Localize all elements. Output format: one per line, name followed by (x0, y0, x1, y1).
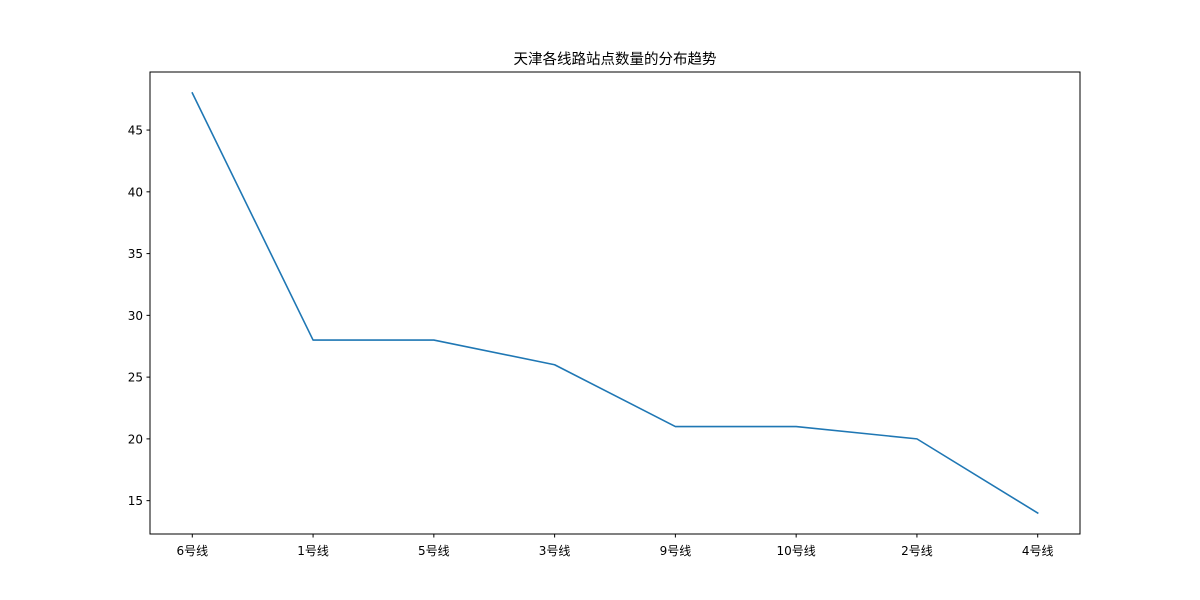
y-tick-label: 25 (128, 371, 143, 385)
plot-frame (149, 71, 1081, 535)
x-tick-label: 5号线 (418, 544, 450, 558)
y-tick-label: 15 (128, 494, 143, 508)
x-tick-label: 2号线 (901, 544, 933, 558)
x-tick-label: 6号线 (176, 544, 208, 558)
y-axis-ticks: 15 20 25 30 35 40 45 (128, 124, 150, 508)
y-tick-label: 35 (128, 247, 143, 261)
series-line (191, 91, 1039, 515)
y-tick-label: 40 (128, 185, 143, 199)
x-tick-label: 1号线 (297, 544, 329, 558)
x-axis-ticks: 6号线 1号线 5号线 3号线 9号线 10号线 2号线 4号线 (176, 534, 1054, 558)
series-layer (191, 91, 1039, 515)
x-tick-label: 10号线 (777, 544, 816, 558)
x-tick-label: 3号线 (539, 544, 571, 558)
y-tick-label: 30 (128, 309, 143, 323)
y-tick-label: 20 (128, 432, 143, 446)
y-tick-label: 45 (128, 124, 143, 138)
x-tick-label: 9号线 (660, 544, 692, 558)
chart-title: 天津各线路站点数量的分布趋势 (514, 51, 717, 68)
x-tick-label: 4号线 (1022, 544, 1054, 558)
